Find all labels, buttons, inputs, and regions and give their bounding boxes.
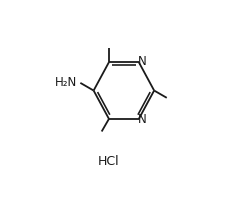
Text: HCl: HCl [97,154,119,168]
Text: H₂N: H₂N [55,76,77,89]
Text: N: N [137,55,146,68]
Text: N: N [137,113,146,126]
